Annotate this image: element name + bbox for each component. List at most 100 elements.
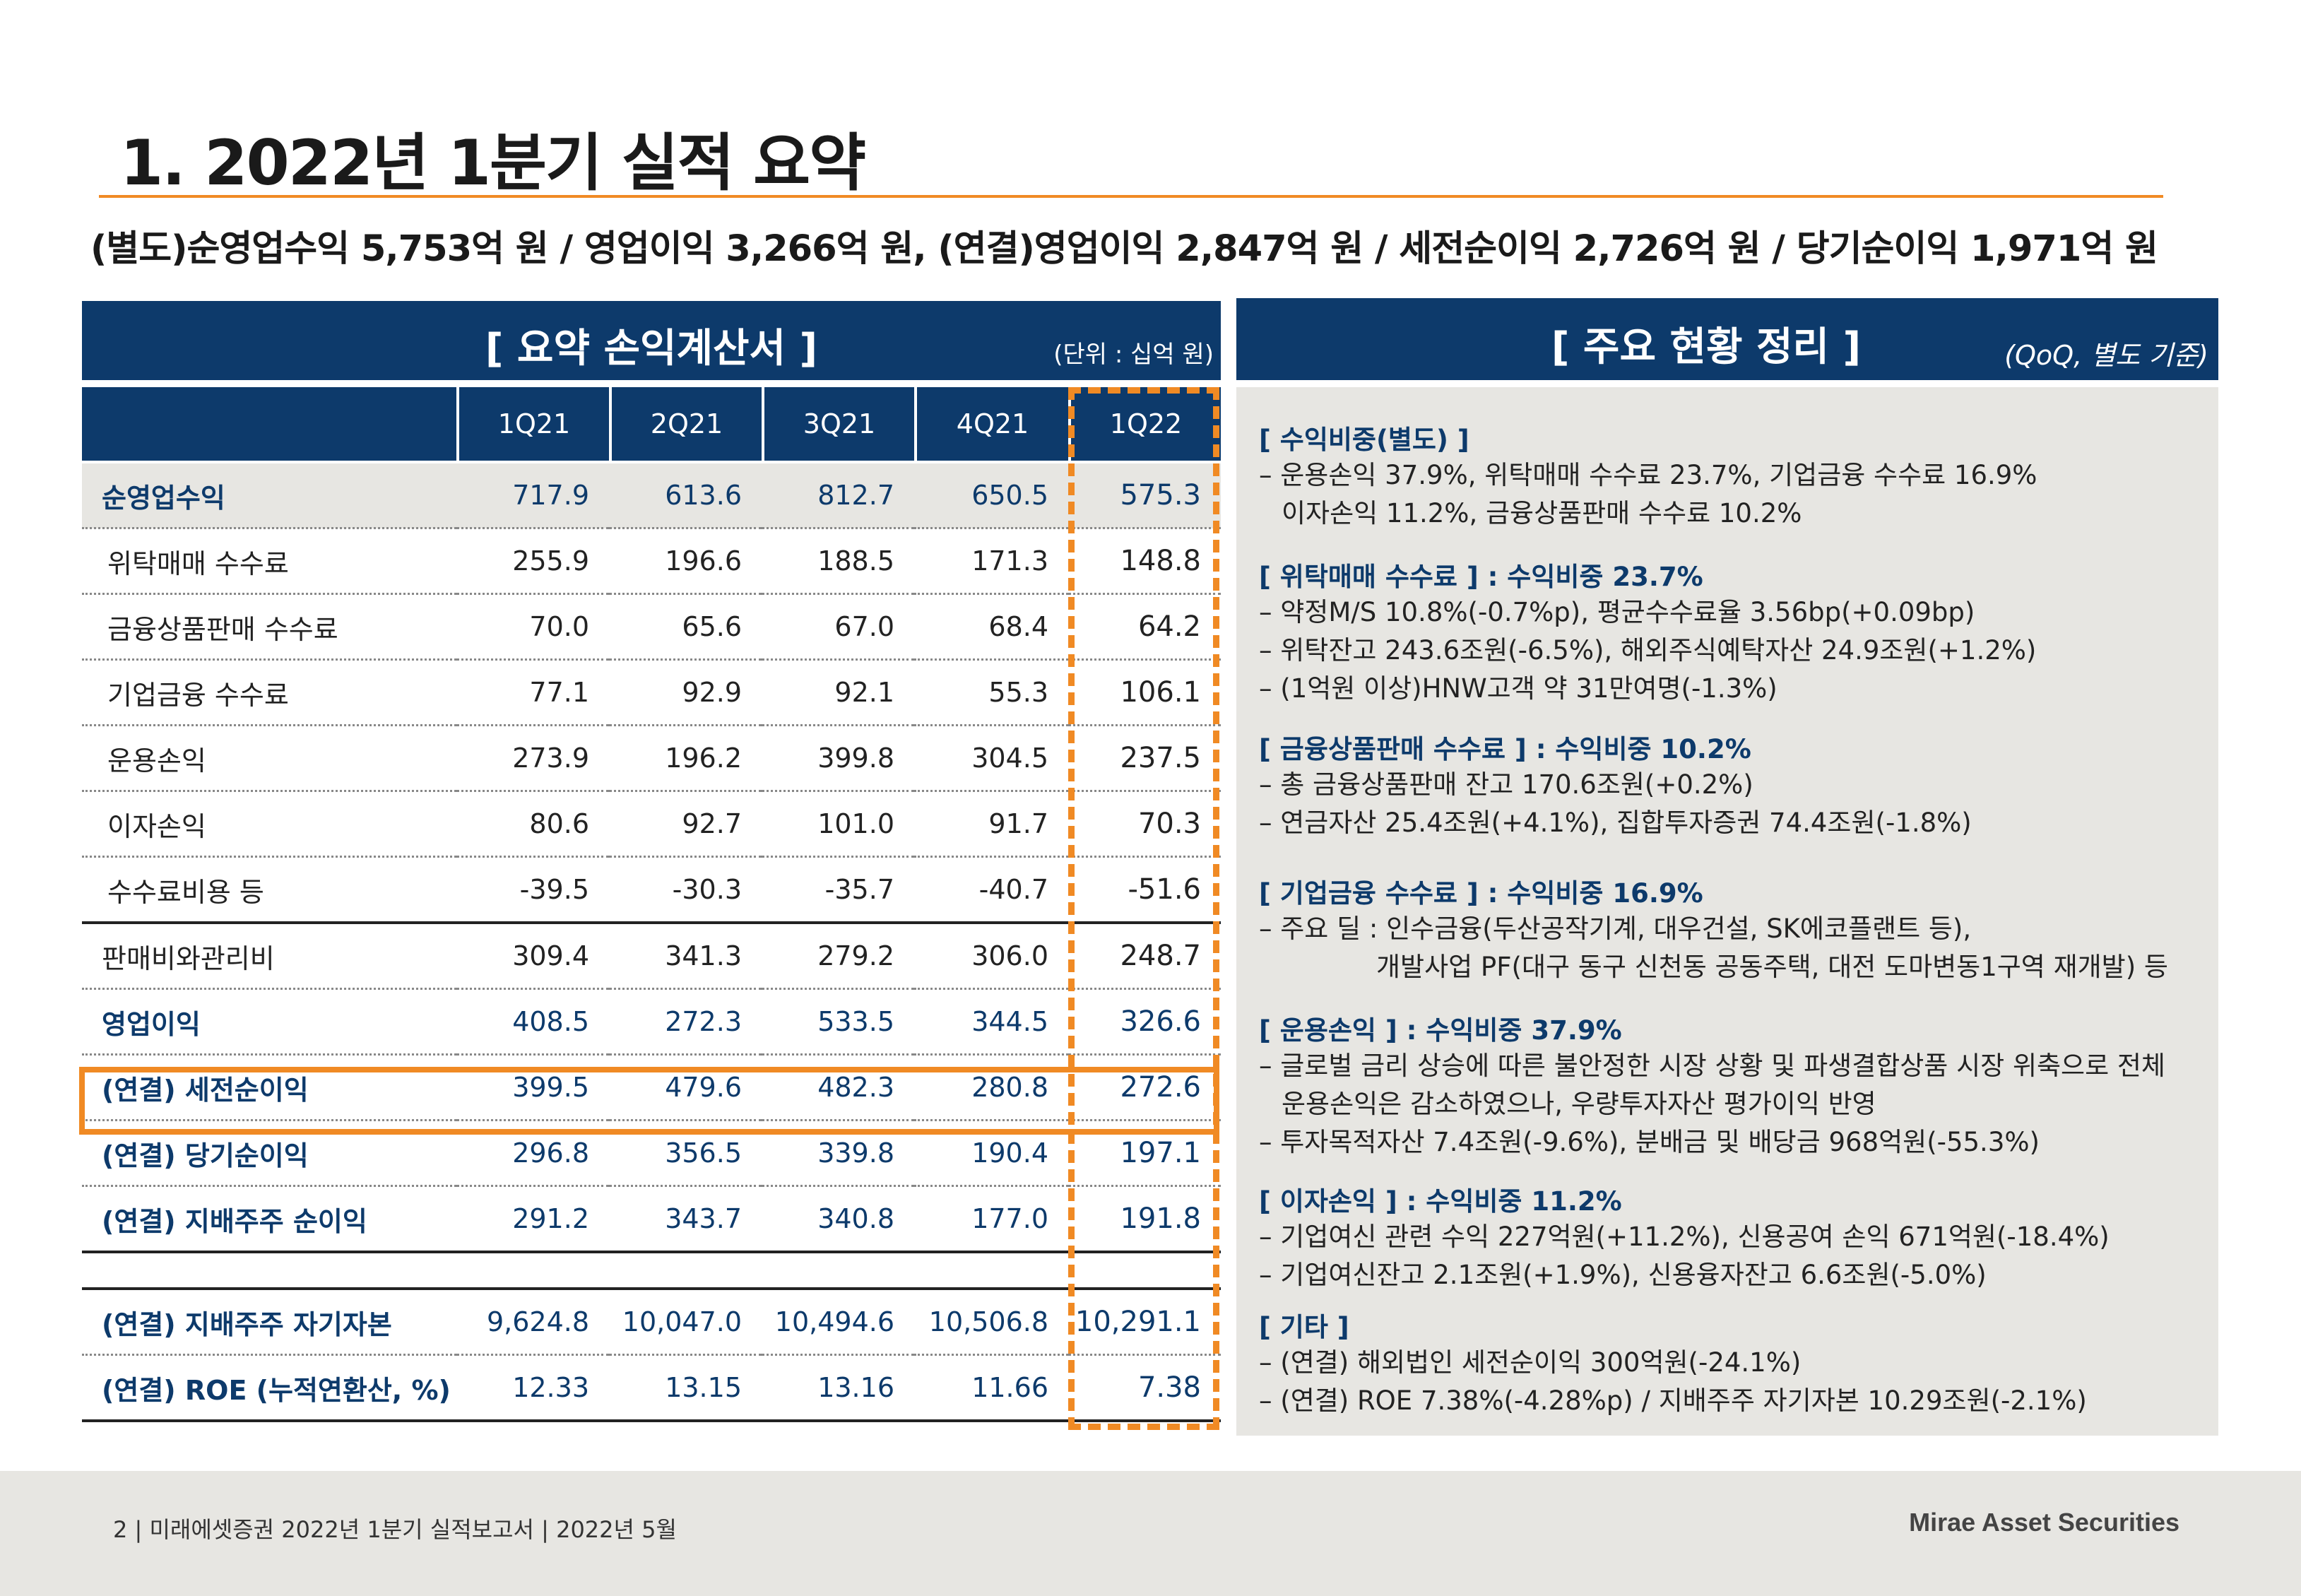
cell-value: 399.8: [762, 725, 914, 792]
cell-value: 191.8: [1068, 1186, 1221, 1253]
cell-value: 272.6: [1068, 1054, 1221, 1121]
cell-value: 237.5: [1068, 725, 1221, 792]
cell-value: 92.9: [609, 659, 762, 726]
unit-label: (단위 : 십억 원): [1053, 341, 1214, 369]
column-header: 1Q21: [456, 387, 609, 461]
cell-value: 291.2: [456, 1186, 609, 1253]
cell-value: 188.5: [762, 528, 914, 595]
cell-value: 55.3: [914, 659, 1068, 726]
cell-value: 255.9: [456, 528, 609, 595]
row-label: 기업금융 수수료: [82, 659, 456, 726]
cell-value: 650.5: [914, 463, 1068, 529]
cell-value: 80.6: [456, 791, 609, 858]
column-header: 3Q21: [762, 387, 914, 461]
table-row: 판매비와관리비 309.4 341.3 279.2 306.0 248.7: [82, 923, 1221, 990]
section-heading: [ 운용손익 ] : 수익비중 37.9%: [1259, 1015, 1622, 1046]
cell-value: 68.4: [914, 593, 1068, 661]
section-heading: [ 기타 ]: [1259, 1312, 1349, 1342]
cell-value: 10,506.8: [914, 1289, 1068, 1356]
cell-value: 92.7: [609, 791, 762, 858]
cell-value: 70.3: [1068, 791, 1221, 858]
cell-value: 10,494.6: [762, 1289, 914, 1356]
table-spacer: [82, 1252, 1221, 1290]
section-heading: [ 기업금융 수수료 ] : 수익비중 16.9%: [1259, 878, 1703, 909]
cell-value: 248.7: [1068, 923, 1221, 990]
cell-value: 279.2: [762, 923, 914, 990]
cell-value: 65.6: [609, 593, 762, 661]
company-logo-text: Mirae Asset Securities: [1909, 1508, 2179, 1537]
table-row: (연결) 지배주주 자기자본 9,624.8 10,047.0 10,494.6 10,…: [82, 1289, 1221, 1356]
column-header-row: 1Q21 2Q21 3Q21 4Q21 1Q22: [82, 387, 1221, 461]
footer: 2 | 미래에셋증권 2022년 1분기 실적보고서 | 2022년 5월 Mi…: [0, 1471, 2301, 1596]
cell-value: 9,624.8: [456, 1289, 609, 1356]
section-line: 운용손익은 감소하였으나, 우량투자자산 평가이익 반영: [1282, 1089, 1876, 1119]
cell-value: 77.1: [456, 659, 609, 726]
section-line: – 총 금융상품판매 잔고 170.6조원(+0.2%): [1259, 769, 1753, 800]
table-row: 순영업수익 717.9 613.6 812.7 650.5 575.3: [82, 463, 1221, 529]
section-line: – 투자목적자산 7.4조원(-9.6%), 분배금 및 배당금 968억원(-…: [1259, 1127, 2040, 1157]
cell-value: 482.3: [762, 1054, 914, 1121]
cell-value: 533.5: [762, 988, 914, 1056]
section-line: 개발사업 PF(대구 동구 신천동 공동주택, 대전 도마변동1구역 재개발) …: [1376, 952, 2168, 982]
section-line: – (연결) ROE 7.38%(-4.28%p) / 지배주주 자기자본 10…: [1259, 1385, 2087, 1416]
section-other: [ 기타 ] – (연결) 해외법인 세전순이익 300억원(-24.1%) –…: [1259, 1306, 2087, 1420]
cell-value: 13.16: [762, 1354, 914, 1422]
cell-value: 306.0: [914, 923, 1068, 990]
pretax-income-highlight: [79, 1067, 1219, 1135]
cell-value: 101.0: [762, 791, 914, 858]
cell-value: 304.5: [914, 725, 1068, 792]
section-financial-products: [ 금융상품판매 수수료 ] : 수익비중 10.2% – 총 금융상품판매 잔…: [1259, 728, 1972, 842]
cell-value: 343.7: [609, 1186, 762, 1253]
row-label: 이자손익: [82, 791, 456, 858]
section-heading: [ 이자손익 ] : 수익비중 11.2%: [1259, 1186, 1622, 1217]
key-status-title: [ 주요 현황 정리 ]: [1551, 324, 1862, 370]
row-label: (연결) 세전순이익: [82, 1054, 456, 1121]
cell-value: 64.2: [1068, 593, 1221, 661]
cell-value: 91.7: [914, 791, 1068, 858]
cell-value: 613.6: [609, 463, 762, 529]
cell-value: 148.8: [1068, 528, 1221, 595]
cell-value: 479.6: [609, 1054, 762, 1121]
footer-page-info: 2 | 미래에셋증권 2022년 1분기 실적보고서 | 2022년 5월: [113, 1516, 677, 1543]
cell-value: -40.7: [914, 856, 1068, 924]
basis-note: (QoQ, 별도 기준): [2004, 340, 2208, 371]
row-label: 순영업수익: [82, 463, 456, 529]
section-heading: [ 수익비중(별도) ]: [1259, 425, 1469, 455]
cell-value: 10,291.1: [1068, 1289, 1221, 1356]
income-statement-header: [ 요약 손익계산서 ] (단위 : 십억 원): [82, 301, 1221, 380]
cell-value: 7.38: [1068, 1354, 1221, 1422]
cell-value: 171.3: [914, 528, 1068, 595]
section-line: – 글로벌 금리 상승에 따른 불안정한 시장 상황 및 파생결합상품 시장 위…: [1259, 1051, 2165, 1081]
cell-value: 344.5: [914, 988, 1068, 1056]
table-row: 기업금융 수수료 77.1 92.9 92.1 55.3 106.1: [82, 659, 1221, 726]
section-revenue-mix: [ 수익비중(별도) ] – 운용손익 37.9%, 위탁매매 수수료 23.7…: [1259, 418, 2037, 533]
cell-value: -51.6: [1068, 856, 1221, 924]
table-row: 이자손익 80.6 92.7 101.0 91.7 70.3: [82, 791, 1221, 858]
key-status-panel: [ 수익비중(별도) ] – 운용손익 37.9%, 위탁매매 수수료 23.7…: [1236, 387, 2218, 1436]
cell-value: 399.5: [456, 1054, 609, 1121]
current-quarter-highlight: [1068, 387, 1219, 1430]
table-row: (연결) 지배주주 순이익 291.2 343.7 340.8 177.0 191.8: [82, 1186, 1221, 1253]
section-line: – (1억원 이상)HNW고객 약 31만여명(-1.3%): [1259, 673, 1777, 704]
table-row: 수수료비용 등 -39.5 -30.3 -35.7 -40.7 -51.6: [82, 856, 1221, 924]
section-line: – 위탁잔고 243.6조원(-6.5%), 해외주식예탁자산 24.9조원(+…: [1259, 635, 2037, 666]
summary-subtitle: (별도)순영업수익 5,753억 원 / 영업이익 3,266억 원, (연결)…: [90, 228, 2158, 270]
row-label: 운용손익: [82, 725, 456, 792]
cell-value: 106.1: [1068, 659, 1221, 726]
row-label: 위탁매매 수수료: [82, 528, 456, 595]
cell-value: 196.2: [609, 725, 762, 792]
section-line: – 운용손익 37.9%, 위탁매매 수수료 23.7%, 기업금융 수수료 1…: [1259, 460, 2037, 490]
section-heading: [ 금융상품판매 수수료 ] : 수익비중 10.2%: [1259, 734, 1751, 764]
cell-value: -35.7: [762, 856, 914, 924]
section-ib: [ 기업금융 수수료 ] : 수익비중 16.9% – 주요 딜 : 인수금융(…: [1259, 872, 2168, 986]
income-statement-table: 순영업수익 717.9 613.6 812.7 650.5 575.3 위탁매매 수수료 25…: [82, 463, 1221, 1422]
cell-value: 309.4: [456, 923, 609, 990]
cell-value: 92.1: [762, 659, 914, 726]
cell-value: 575.3: [1068, 463, 1221, 529]
cell-value: 326.6: [1068, 988, 1221, 1056]
section-line: – 기업여신잔고 2.1조원(+1.9%), 신용융자잔고 6.6조원(-5.0…: [1259, 1260, 1987, 1290]
page-title: 1. 2022년 1분기 실적 요약: [120, 126, 866, 199]
row-label: (연결) 지배주주 순이익: [82, 1186, 456, 1253]
cell-value: 273.9: [456, 725, 609, 792]
cell-value: 12.33: [456, 1354, 609, 1422]
